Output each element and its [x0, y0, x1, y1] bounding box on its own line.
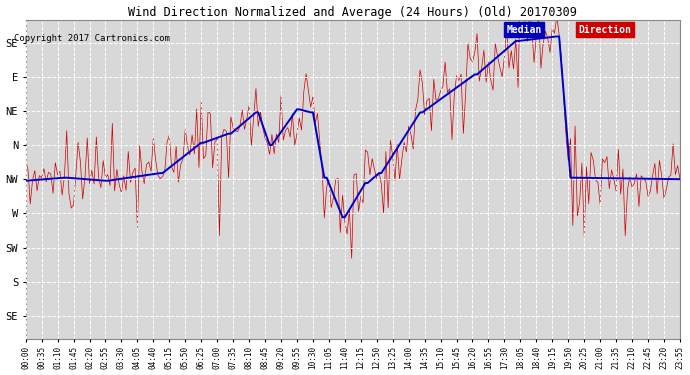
Text: Direction: Direction [578, 24, 631, 34]
Text: Median: Median [506, 24, 542, 34]
Title: Wind Direction Normalized and Average (24 Hours) (Old) 20170309: Wind Direction Normalized and Average (2… [128, 6, 578, 18]
Text: Copyright 2017 Cartronics.com: Copyright 2017 Cartronics.com [14, 34, 170, 43]
